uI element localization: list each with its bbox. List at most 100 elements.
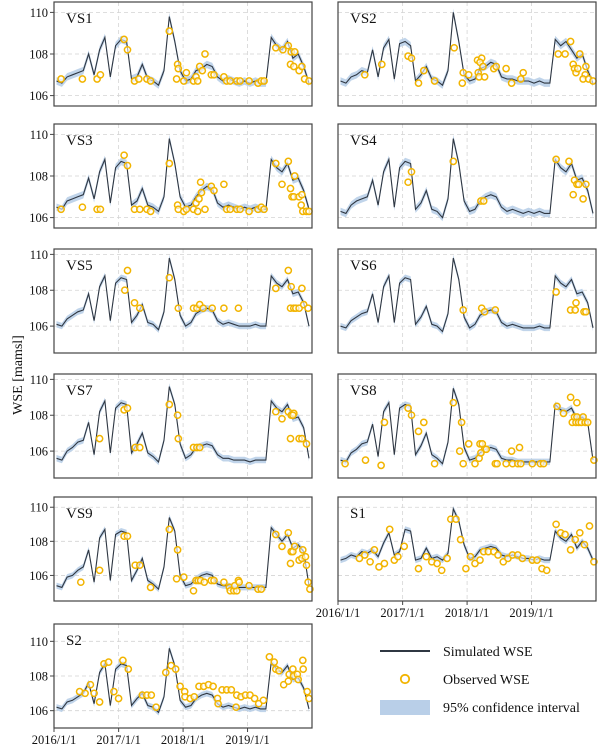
x-tick-label: 2019/1/1 [225,733,269,747]
y-tick-label: 110 [30,248,48,262]
observed-point [360,551,369,559]
observed-point [146,207,155,216]
observed-point [165,525,174,534]
panel-frame [53,496,313,602]
observed-point [404,178,412,187]
observed-point [232,703,240,712]
observed-point [466,552,475,561]
observed-point [95,434,104,443]
observed-point [492,62,501,71]
panel-vs1: VS1 106 108 110 [29,1,313,107]
observed-point [123,404,132,412]
observed-point [193,77,202,85]
observed-point [582,62,590,71]
y-tick-label: 110 [30,635,48,649]
legend-ci-swatch [380,700,430,715]
observed-point [583,418,592,427]
observed-point [414,427,423,436]
observed-point [289,411,297,420]
observed-point [458,79,467,87]
observed-point [135,304,144,313]
observed-point [176,682,184,691]
observed-point [422,552,431,561]
observed-point [193,207,202,216]
panel-vs8: VS8 [337,373,598,479]
observed-point [130,298,139,307]
observed-point [552,155,560,164]
observed-point [120,35,128,44]
panels: VS1 106 108 110 VS2 VS3 106 108 110 VS4 VS5 106 108 1… [29,1,598,747]
observed-point [573,398,581,407]
y-tick-label: 106 [29,89,48,103]
simulated-line [56,386,310,463]
observed-point [279,45,287,54]
observed-point [407,411,416,420]
panel-label: VS9 [66,506,93,522]
observed-point [480,307,489,316]
observed-point [414,564,423,573]
observed-point [284,528,293,537]
observed-point [407,54,416,63]
observed-point [419,66,428,75]
observed-point [172,75,181,83]
observed-point [86,680,95,689]
observed-point [479,62,487,71]
observed-point [284,677,293,686]
observed-point [452,515,460,524]
observed-point [95,698,104,706]
observed-point [290,542,299,551]
observed-point [120,151,128,160]
observed-point [366,557,374,566]
y-tick-label: 106 [29,211,48,225]
observed-point [437,566,446,575]
observed-point [284,266,293,275]
observed-point [457,418,466,427]
observed-point [174,434,183,443]
observed-point [287,282,296,291]
observed-point [220,304,228,313]
observed-point [542,566,551,575]
observed-point [519,68,528,77]
observed-point [302,561,311,570]
observed-point [380,559,389,568]
observed-point [271,407,280,416]
observed-point [278,542,286,551]
y-tick-label: 106 [29,445,48,459]
observed-point [449,398,458,407]
observed-point [271,530,280,539]
x-tick-label: 2017/1/1 [96,733,140,747]
panel-label: VS6 [350,258,377,274]
observed-point [96,205,105,214]
observed-point [298,546,307,554]
observed-point [571,535,580,544]
observed-point [561,50,569,58]
observed-point [286,559,295,568]
observed-point [165,159,174,168]
observed-point [404,404,412,412]
observed-point [201,50,209,58]
observed-point [161,668,170,677]
simulated-line [340,506,594,561]
observed-point [135,561,144,570]
observed-point [275,666,283,675]
observed-point [565,157,573,166]
observed-point [566,393,575,402]
panel-vs6: VS6 [337,248,597,354]
observed-point [201,205,209,214]
observed-point [502,459,510,468]
observed-point [124,665,133,673]
observed-point [299,665,308,673]
observed-point [575,50,584,58]
observed-point [179,77,188,85]
observed-point [507,79,516,87]
observed-point [260,77,268,85]
observed-point [257,585,266,593]
y-tick-label: 108 [29,48,48,62]
observed-point [208,304,217,313]
observed-point [464,440,473,448]
observed-point [227,686,236,694]
panel-vs2: VS2 [337,1,597,107]
observed-point [226,77,235,85]
observed-point [580,540,589,549]
observed-point [250,694,259,703]
